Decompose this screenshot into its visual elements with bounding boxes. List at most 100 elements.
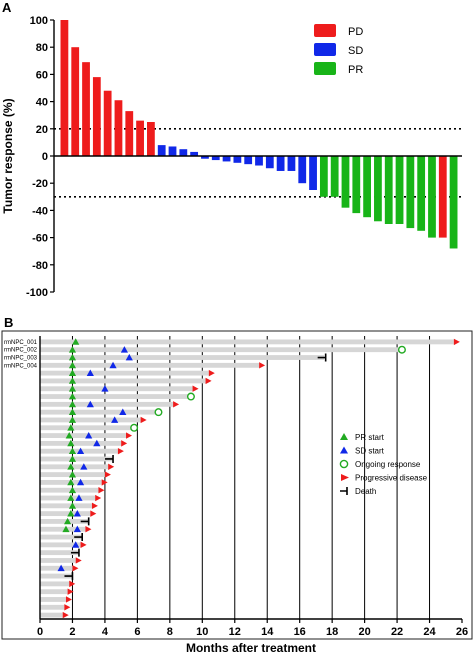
patient-bar-3 [40,362,260,368]
x-tick-label-1: 2 [69,626,75,638]
panel-a-label: A [2,0,12,15]
pr-start-marker-20 [67,494,75,501]
pr-start-marker-2 [68,353,77,361]
progression-marker-0 [453,338,460,346]
bar-pr-32 [406,156,415,229]
patient-bar-27 [40,550,79,556]
sd-start-marker-29 [57,564,65,572]
pr-start-marker-3 [68,361,77,369]
bar-pr-34 [428,156,436,238]
progression-marker-17 [104,471,111,478]
pr-start-marker-23 [63,517,72,525]
bar-pr-24 [319,156,328,197]
ongoing-response-marker-11 [130,423,139,432]
panel-b-swimmer: B 0 2 4 6 8 10 12 14 16 18 20 22 24 26 rmNPC_001rmNPC… [1,315,473,655]
panel-b-patient-bars [40,339,454,618]
patient-bar-19 [40,487,99,493]
patient-bar-9 [40,409,162,415]
bar-pr-33 [417,156,426,231]
bar-sd-16 [233,156,242,163]
pr-start-marker-0 [72,338,80,345]
patient-bar-10 [40,417,141,423]
patient-bar-1 [40,347,402,353]
x-tick-label-0: 0 [37,626,43,638]
bar-pr-36 [449,156,458,249]
sd-start-marker-13 [93,439,101,447]
progression-marker-28 [75,557,82,564]
patient-bar-12 [40,433,127,438]
x-tick-label-9: 18 [326,626,338,638]
pr-start-marker-13 [67,439,75,447]
legend-label-death: Death [355,487,376,496]
progression-marker-10 [140,416,147,424]
y-tick-label-5: 0 [42,151,48,163]
legend-swatch-pd [314,24,336,37]
patient-bar-4 [40,370,209,376]
pr-start-marker-1 [68,346,77,353]
bar-sd-10 [168,146,177,156]
pr-start-marker-7 [68,392,77,400]
legend-ongoing-icon [339,459,349,469]
bar-pd-8 [147,122,155,156]
bar-sd-23 [309,156,317,190]
panel-b-label: B [4,315,13,330]
progression-marker-20 [95,494,102,502]
progression-marker-16 [108,463,115,470]
bar-pd-1 [71,47,80,157]
y-tick-label-2: 60 [36,69,48,81]
bar-sd-9 [157,145,166,156]
sd-start-marker-16 [80,463,88,470]
panel-a-reference-lines [54,128,462,198]
progression-marker-32 [67,588,74,595]
panel-a-legend: PD SD PR [314,24,363,76]
progression-marker-5 [205,377,212,385]
row-label-1: rmNPC_002 [4,348,38,354]
bar-pd-6 [125,111,134,156]
progression-marker-24 [85,526,92,533]
patient-bar-20 [40,495,96,501]
bar-pd-3 [92,77,101,156]
pr-start-marker-10 [68,416,77,423]
sd-start-marker-18 [76,478,85,486]
bar-sd-15 [222,156,231,162]
sd-start-marker-20 [75,494,83,501]
progression-marker-4 [208,369,215,377]
patient-bar-35 [40,612,63,618]
y-tick-label-7: -40 [32,205,48,217]
x-tick-label-2: 4 [102,626,109,638]
sd-start-marker-2 [125,353,133,361]
panel-a-y-axis-title: Tumor response (%) [1,98,15,213]
patient-bar-22 [40,511,91,517]
patient-bar-30 [40,573,73,579]
row-label-0: rmNPC_001 [4,340,38,346]
bar-pr-31 [395,156,404,224]
patient-bar-15 [40,456,114,462]
pr-start-marker-18 [67,478,75,486]
pr-start-marker-11 [67,424,75,431]
sd-start-marker-8 [86,400,94,408]
patient-bar-6 [40,386,193,392]
pr-start-marker-9 [68,408,77,416]
sd-start-marker-12 [85,431,93,439]
bar-pd-0 [60,20,69,156]
pr-start-marker-4 [68,369,77,377]
x-tick-label-6: 12 [229,626,241,638]
patient-bar-33 [40,597,66,602]
patient-bar-28 [40,558,76,563]
death-marker-23 [80,517,90,526]
legend-label-sd_start: SD start [355,447,385,456]
pr-start-marker-14 [68,447,77,455]
pr-start-marker-6 [68,385,77,392]
patient-bar-31 [40,581,70,587]
patient-bar-25 [40,534,83,540]
sd-start-marker-14 [76,447,85,455]
patient-bar-0 [40,339,454,345]
progression-marker-12 [126,432,133,439]
pr-start-marker-17 [68,470,77,478]
death-marker-2 [317,353,327,362]
bar-pd-2 [82,62,90,156]
y-tick-label-3: 40 [36,97,48,109]
ongoing-response-marker-9 [154,408,163,417]
x-tick-label-7: 14 [261,626,274,638]
